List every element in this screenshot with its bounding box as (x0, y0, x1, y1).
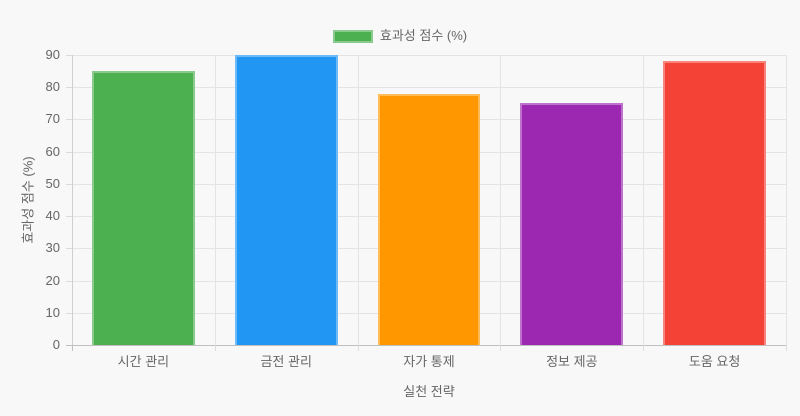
bar-1[interactable] (91, 71, 195, 345)
y-axis-tick-mark (66, 248, 72, 250)
y-axis-tick-mark (66, 55, 72, 56)
x-axis-tick-label: 시간 관리 (117, 354, 170, 369)
y-axis-tick-label: 70 (45, 111, 60, 127)
x-axis-tick-mark (357, 345, 359, 351)
gridline-vertical (214, 55, 216, 345)
y-axis-tick-mark (66, 345, 72, 346)
y-axis-tick-mark (66, 216, 72, 218)
y-axis-tick-label: 0 (52, 337, 60, 352)
y-axis-tick-label: 10 (45, 304, 60, 320)
x-axis-tick-mark (500, 345, 502, 351)
y-axis-line (72, 55, 73, 345)
y-axis-tick-mark (66, 119, 72, 121)
bar-4[interactable] (520, 103, 624, 345)
y-axis-tick-label: 50 (45, 175, 60, 191)
x-axis-tick-label: 정보 제공 (546, 354, 598, 369)
gridline-vertical (500, 55, 502, 345)
x-axis-tick-mark (214, 345, 216, 351)
x-axis-tick-mark (72, 345, 73, 351)
y-axis-tick-mark (66, 312, 72, 314)
x-axis-tick-label: 도움 요청 (688, 354, 741, 369)
gridline-vertical (643, 55, 645, 345)
x-axis-tick-label: 자가 통제 (403, 354, 455, 369)
x-axis-tick-label: 금전 관리 (260, 354, 312, 369)
y-axis-tick-label: 20 (45, 272, 60, 288)
legend-swatch-icon (332, 29, 373, 43)
legend: 효과성 점수 (%) (0, 29, 800, 43)
y-axis-tick-label: 60 (45, 143, 60, 159)
x-axis-title: 실천 전략 (403, 384, 455, 399)
y-axis-tick-label: 30 (45, 240, 60, 256)
legend-label: 효과성 점수 (%) (379, 28, 468, 43)
x-axis-tick-mark (643, 345, 645, 351)
legend-item[interactable]: 효과성 점수 (%) (332, 28, 468, 43)
bar-5[interactable] (663, 61, 766, 345)
y-axis-tick-label: 40 (45, 208, 60, 224)
gridline-horizontal (72, 87, 786, 89)
x-axis-line (72, 345, 786, 346)
gridline-horizontal (72, 55, 786, 56)
y-axis-tick-mark (66, 87, 72, 89)
gridline-vertical (357, 55, 359, 345)
y-axis-tick-mark (66, 280, 72, 282)
gridline-vertical (786, 55, 787, 345)
x-axis-tick-mark (786, 345, 787, 351)
y-axis-tick-mark (66, 151, 72, 153)
y-axis-tick-label: 80 (45, 79, 60, 95)
bar-3[interactable] (377, 93, 481, 345)
y-axis-tick-label: 90 (45, 47, 60, 62)
y-axis-tick-mark (66, 183, 72, 185)
bar-2[interactable] (234, 55, 338, 345)
